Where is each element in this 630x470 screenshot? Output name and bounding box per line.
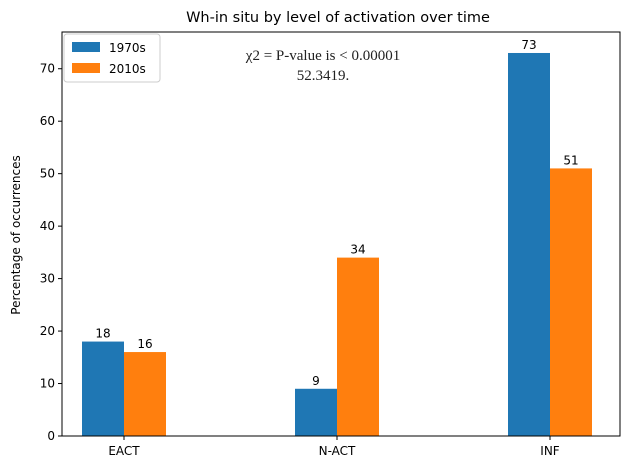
y-axis: 0 10 20 30 40 50 60 70 [40, 62, 62, 443]
x-tick-label-INF: INF [540, 444, 560, 458]
y-axis-label: Percentage of occurrences [9, 155, 23, 314]
y-tick-label-30: 30 [40, 272, 55, 286]
data-label-2010s-INF: 51 [563, 153, 578, 167]
annotation-line-2: 52.3419. [297, 68, 350, 84]
data-label-1970s-N-ACT: 9 [312, 374, 320, 388]
legend-label-2010s: 2010s [109, 62, 146, 76]
y-tick-label-10: 10 [40, 377, 55, 391]
bar-1970s-N-ACT [295, 388, 337, 436]
bar-2010s-N-ACT [337, 257, 379, 436]
bars-group [82, 52, 592, 437]
bar-1970s-EACT [82, 341, 124, 436]
plot-frame [61, 31, 621, 437]
x-tick-label-EACT: EACT [108, 444, 140, 458]
chi-square-annotation: χ2 = P-value is < 0.00001 52.3419. [245, 48, 400, 84]
data-labels-group: 18 16 9 34 73 51 [95, 38, 578, 388]
legend: 1970s 2010s [63, 33, 161, 83]
y-tick-label-70: 70 [40, 62, 55, 76]
data-label-2010s-N-ACT: 34 [350, 243, 365, 257]
legend-swatch-2010s [72, 63, 100, 73]
y-tick-label-50: 50 [40, 167, 55, 181]
y-tick-label-20: 20 [40, 324, 55, 338]
annotation-line-1: χ2 = P-value is < 0.00001 [245, 48, 400, 64]
chart-title: Wh-in situ by level of activation over t… [186, 10, 490, 26]
y-tick-label-60: 60 [40, 114, 55, 128]
legend-swatch-1970s [72, 42, 100, 52]
bar-2010s-INF [550, 168, 592, 436]
y-tick-label-0: 0 [47, 429, 55, 443]
bar-1970s-INF [508, 52, 550, 437]
y-tick-label-40: 40 [40, 219, 55, 233]
x-axis: EACT N-ACT INF [108, 436, 560, 458]
x-tick-label-N-ACT: N-ACT [319, 444, 356, 458]
bar-2010s-EACT [124, 352, 166, 436]
legend-label-1970s: 1970s [109, 41, 146, 55]
data-label-1970s-INF: 73 [521, 38, 536, 52]
data-label-2010s-EACT: 16 [137, 337, 152, 351]
data-label-1970s-EACT: 18 [95, 327, 110, 341]
